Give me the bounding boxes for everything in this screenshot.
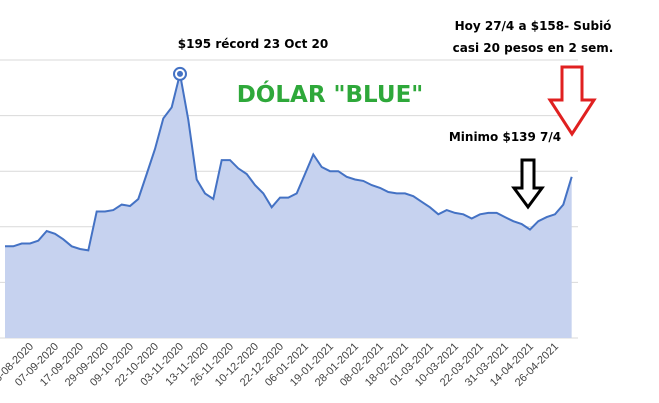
black-arrow (511, 158, 545, 210)
min-annotation: Minimo $139 7/4 (449, 130, 561, 144)
area-fill (5, 73, 572, 339)
line (5, 73, 573, 252)
peak-annotation: $195 récord 23 Oct 20 (178, 37, 328, 51)
red-arrow (547, 65, 597, 137)
plot: 26-08-202007-09-202017-09-202029-09-2020… (0, 59, 578, 389)
chart-title: DÓLAR "BLUE" (237, 80, 424, 108)
peak-marker-dot (177, 70, 183, 77)
today-annotation: Hoy 27/4 a $158- Subió (455, 19, 612, 33)
today-annotation: casi 20 pesos en 2 sem. (453, 41, 614, 55)
